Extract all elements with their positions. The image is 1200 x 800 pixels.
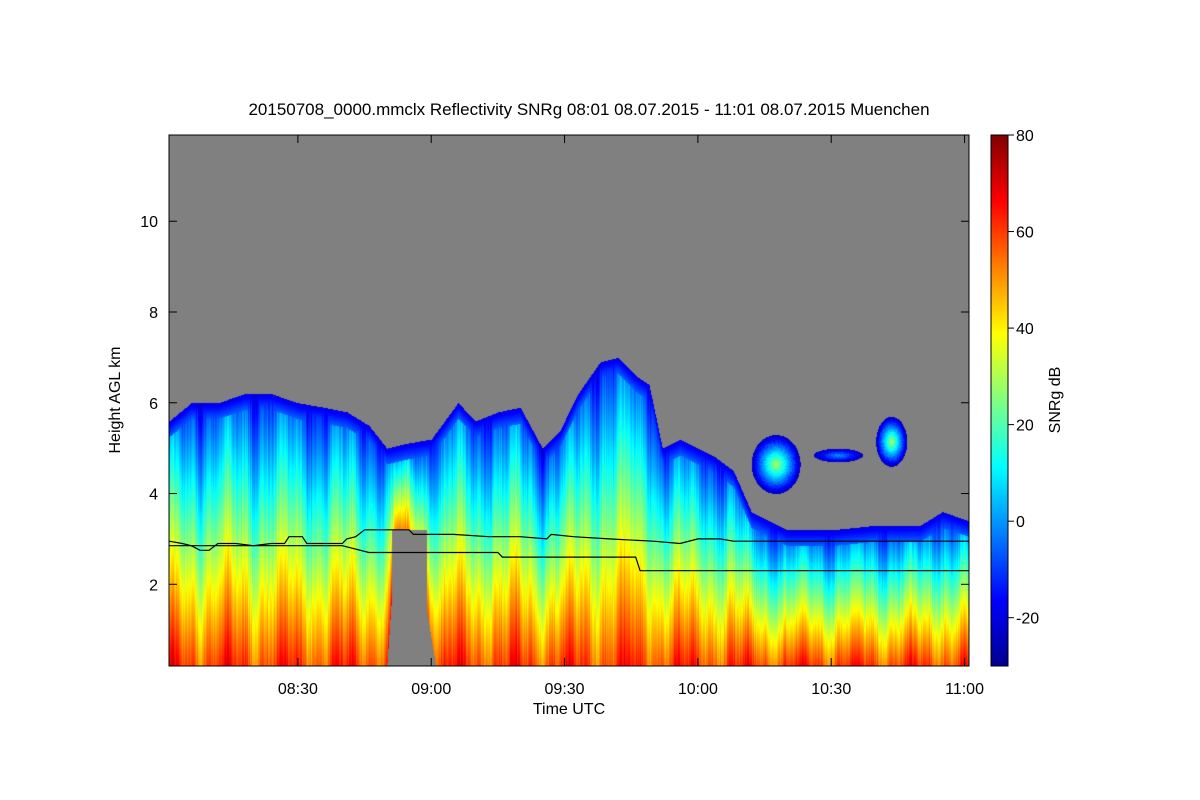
colorbar-tick-label: 0 xyxy=(1016,514,1025,531)
colorbar-tick-label: -20 xyxy=(1016,611,1039,628)
y-tick-label: 10 xyxy=(140,214,158,231)
x-tick-label: 10:30 xyxy=(811,681,851,698)
colorbar-tick-label: 80 xyxy=(1016,128,1034,145)
y-tick-label: 6 xyxy=(149,396,158,413)
y-tick-label: 2 xyxy=(149,577,158,594)
y-axis: 2 4 6 8 10 xyxy=(140,214,969,594)
overlay-lines xyxy=(169,529,969,572)
colorbar-label: SNRg dB xyxy=(1047,367,1064,434)
plot-frame xyxy=(168,134,970,667)
colorbar-tick-label: 60 xyxy=(1016,225,1034,242)
colorbar xyxy=(990,134,1009,667)
colorbar-axis: -20 0 20 40 60 80 xyxy=(1008,128,1039,628)
x-tick-label: 09:00 xyxy=(411,681,451,698)
line-upper xyxy=(169,529,969,551)
reflectivity-heatmap xyxy=(169,135,969,666)
x-tick-label: 09:30 xyxy=(545,681,585,698)
x-tick-label: 10:00 xyxy=(678,681,718,698)
x-tick-label: 11:00 xyxy=(945,681,984,698)
colorbar-tick-label: 40 xyxy=(1016,321,1034,338)
x-axis: 08:30 09:00 09:30 10:00 10:30 11:00 xyxy=(278,135,984,698)
x-axis-label: Time UTC xyxy=(533,701,605,718)
colorbar-tick-label: 20 xyxy=(1016,418,1034,435)
plot-area xyxy=(169,135,969,666)
y-axis-label: Height AGL km xyxy=(107,346,124,453)
chart-title: 20150708_0000.mmclx Reflectivity SNRg 08… xyxy=(248,100,929,119)
y-tick-label: 4 xyxy=(149,487,158,504)
x-tick-label: 08:30 xyxy=(278,681,318,698)
line-lower xyxy=(169,545,969,572)
y-tick-label: 8 xyxy=(149,305,158,322)
